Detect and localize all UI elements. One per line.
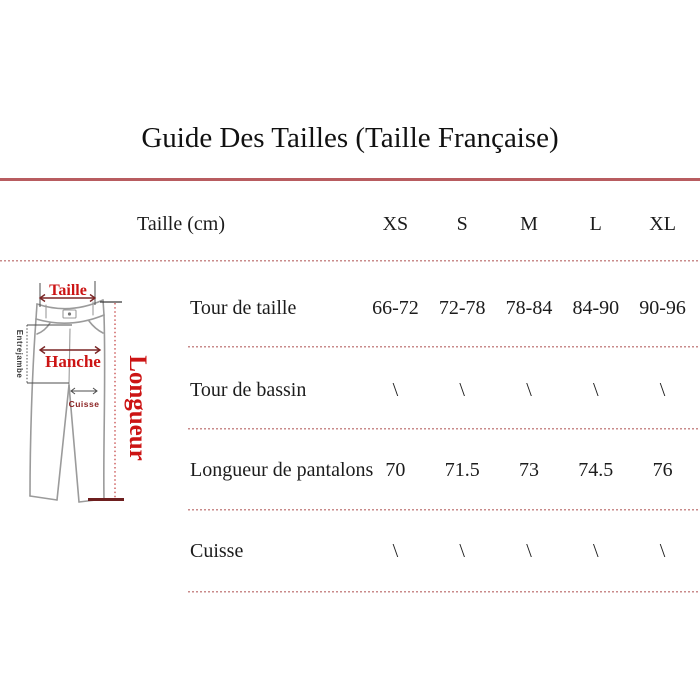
table-cell: \	[659, 540, 666, 562]
table-cell: \	[659, 379, 666, 401]
title-divider	[0, 178, 700, 181]
row-divider	[188, 591, 700, 593]
pants-diagram: Taille Hanche Cuisse Entrejambe Longueur	[15, 281, 148, 503]
table-cell: \	[392, 379, 399, 401]
row-divider	[188, 428, 700, 430]
header-label: Taille (cm)	[137, 213, 225, 235]
table-row: Tour de taille 66-72 72-78 78-84 84-90 9…	[0, 291, 700, 325]
row-label: Tour de bassin	[190, 379, 307, 401]
table-cell: 90-96	[639, 297, 686, 319]
table-cell: \	[459, 540, 465, 562]
diagram-label-entrejambe: Entrejambe	[15, 330, 24, 379]
table-cell: \	[593, 379, 599, 401]
table-cell: \	[593, 540, 599, 562]
size-column-m: M	[520, 213, 538, 235]
size-column-l: L	[589, 213, 602, 235]
table-cell: 84-90	[572, 297, 620, 319]
measure-marks	[26, 281, 124, 501]
size-column-xl: XL	[649, 213, 676, 235]
table-cell: 76	[652, 459, 673, 481]
table-cell: 74.5	[578, 459, 614, 481]
size-column-xs: XS	[382, 213, 409, 235]
pants-button	[67, 312, 72, 316]
table-row: Longueur de pantalons 70 71.5 73 74.5 76	[0, 453, 700, 487]
row-cells: \ \ \ \ \	[362, 534, 696, 568]
table-cell: 71.5	[444, 459, 480, 481]
row-divider	[188, 346, 700, 348]
table-cell: \	[392, 540, 399, 562]
table-cell: 70	[385, 459, 406, 481]
pants-outline	[29, 299, 106, 503]
size-column-s: S	[456, 213, 468, 235]
table-cell: 66-72	[372, 297, 419, 319]
diagram-label-taille: Taille	[49, 282, 87, 299]
table-cell: 78-84	[505, 297, 553, 319]
diagram-label-cuisse: Cuisse	[69, 399, 100, 409]
table-cell: 73	[518, 459, 539, 481]
row-label: Tour de taille	[190, 297, 297, 319]
row-divider	[0, 260, 700, 262]
header-cells: XS S M L XL	[362, 207, 696, 241]
table-row: Tour de bassin \ \ \ \ \	[0, 373, 700, 407]
table-row: Cuisse \ \ \ \ \	[0, 534, 700, 568]
row-divider	[188, 509, 700, 511]
row-label: Cuisse	[190, 540, 244, 562]
diagram-label-longueur: Longueur	[124, 355, 148, 461]
row-cells: 70 71.5 73 74.5 76	[362, 453, 696, 487]
page-title: Guide Des Tailles (Taille Française)	[141, 122, 559, 154]
table-cell: \	[526, 379, 532, 401]
row-cells: 66-72 72-78 78-84 84-90 90-96	[362, 291, 696, 325]
row-label: Longueur de pantalons	[190, 459, 374, 481]
table-cell: 72-78	[438, 297, 486, 319]
table-cell: \	[459, 379, 465, 401]
diagram-label-hanche: Hanche	[45, 352, 101, 371]
table-header-row: Taille (cm) XS S M L XL	[0, 207, 700, 241]
table-cell: \	[526, 540, 532, 562]
row-cells: \ \ \ \ \	[362, 373, 696, 407]
